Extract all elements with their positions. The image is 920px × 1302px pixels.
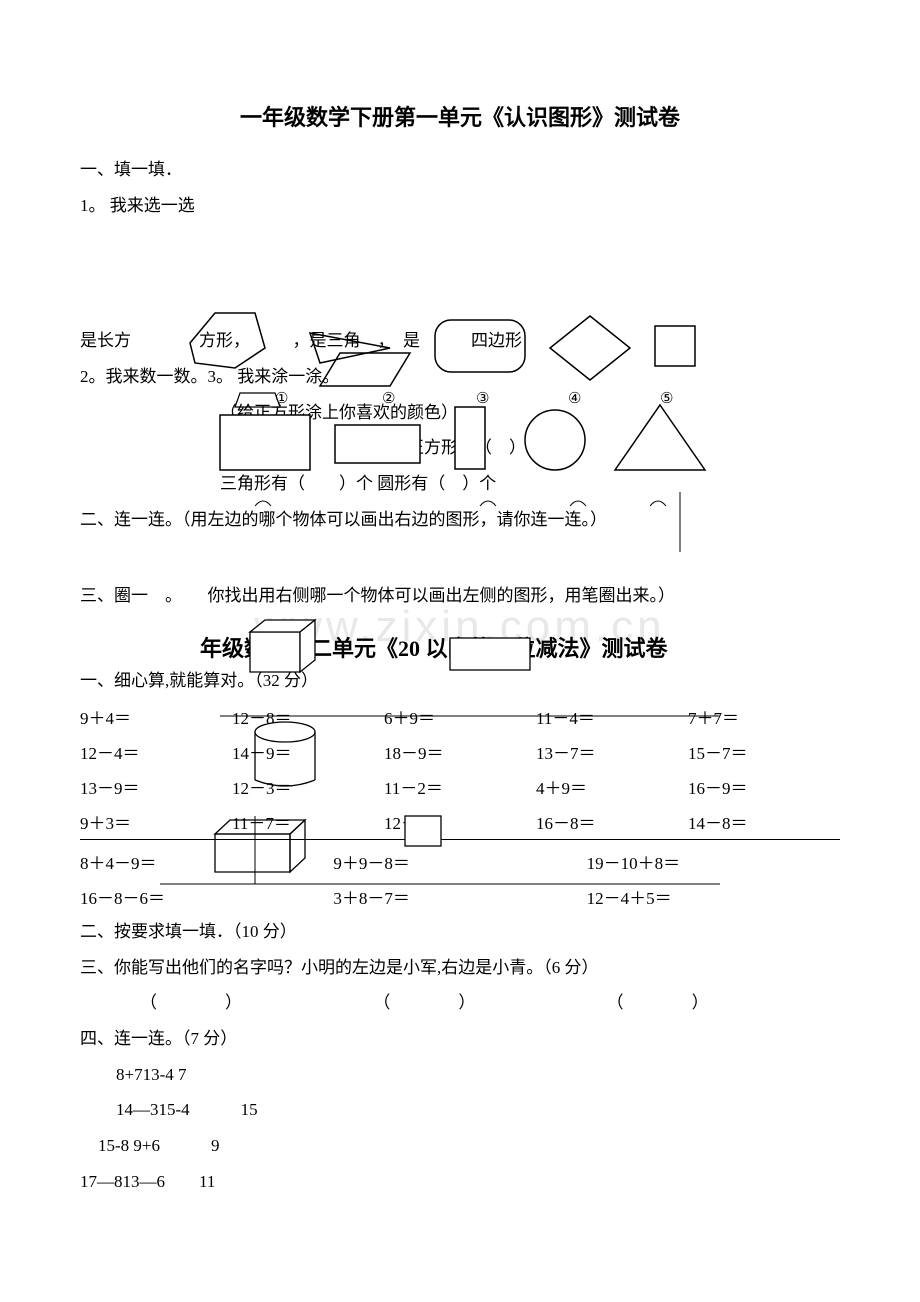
unit2-title: 年级数学第二单元《20 以内的退位减法》测试卷 — [80, 631, 840, 663]
math-cell: 14－8＝ — [688, 804, 840, 840]
unit2-s4-row2: 14—315-4 15 — [80, 1092, 840, 1128]
unit2-section4: 四、连一连。（7 分） — [80, 1021, 840, 1057]
math-cell: 16－8－6＝ — [80, 879, 333, 914]
math-cell: 12－6＝ — [384, 804, 536, 840]
unit1-s1-item23: 2。我来数一数。3。 我来涂一涂。 — [80, 359, 840, 395]
math-cell: 13－9＝ — [80, 769, 232, 804]
unit1-s1-count1: 长方形有（ ）个 正方形有（ ）个 — [220, 430, 840, 466]
unit1-section3: 三、圈一 。 你找出用右侧哪一个物体可以画出左侧的图形，用笔圈出来。） — [80, 578, 840, 614]
math-cell: 6＋9＝ — [384, 699, 536, 734]
math-cell: 14－9＝ — [232, 734, 384, 769]
math-cell: 12－4＋5＝ — [587, 879, 840, 914]
math-cell: 11－7＝ — [232, 804, 384, 840]
unit1-section1-header: 一、填一填． — [80, 152, 840, 188]
unit1-s1-item1: 1。 我来选一选 — [80, 188, 840, 224]
math-cell: 15－7＝ — [688, 734, 840, 769]
math-cell: 16－9＝ — [688, 769, 840, 804]
math-cell: 8＋4－9＝ — [80, 844, 333, 879]
math-cell: 3＋8－7＝ — [333, 879, 586, 914]
unit1-s1-fill-line: 是长方 方形， ，是三角 ， 是 四边形 — [80, 323, 840, 359]
math-cell: 9＋4＝ — [80, 699, 232, 734]
math-cell: 12－3＝ — [232, 769, 384, 804]
math-cell: 7＋7＝ — [688, 699, 840, 734]
math-cell: 11－2＝ — [384, 769, 536, 804]
unit2-section3: 三、你能写出他们的名字吗？小明的左边是小军,右边是小青。（6 分） — [80, 950, 840, 986]
math-cell: 4＋9＝ — [536, 769, 688, 804]
math-cell: 9＋9－8＝ — [333, 844, 586, 879]
math-cell: 11－4＝ — [536, 699, 688, 734]
unit2-s4-row4: 17—813—6 11 — [80, 1164, 840, 1200]
math-cell: 9＋3＝ — [80, 804, 232, 840]
paren-row: （ ） （ ） （ ） — [80, 985, 840, 1021]
unit1-s1-note: （给正方形涂上你喜欢的颜色） — [220, 395, 840, 431]
unit1-s1-count2: 三角形有（ ）个 圆形有（ ）个 — [220, 466, 840, 502]
unit2-section2: 二、按要求填一填．（10 分） — [80, 914, 840, 950]
unit2-s4-row3: 15-8 9+6 9 — [80, 1128, 840, 1164]
unit2-s4-row1: 8+713-4 7 — [80, 1057, 840, 1093]
math-table-2: 8＋4－9＝ 9＋9－8＝ 19－10＋8＝ 16－8－6＝ 3＋8－7＝ 12… — [80, 844, 840, 914]
math-table-1: 9＋4＝ 12－8＝ 6＋9＝ 11－4＝ 7＋7＝ 12－4＝ 14－9＝ 1… — [80, 699, 840, 840]
math-cell: 18－9＝ — [384, 734, 536, 769]
math-cell: 12－4＝ — [80, 734, 232, 769]
unit1-section2: 二、连一连。（用左边的哪个物体可以画出右边的图形，请你连一连。） — [80, 502, 840, 538]
math-cell: 16－8＝ — [536, 804, 688, 840]
unit1-title: 一年级数学下册第一单元《认识图形》测试卷 — [80, 100, 840, 132]
math-cell: 13－7＝ — [536, 734, 688, 769]
math-cell: 12－8＝ — [232, 699, 384, 734]
unit2-s1-header: 一、细心算,就能算对。（32 分） — [80, 663, 840, 699]
math-cell: 19－10＋8＝ — [587, 844, 840, 879]
